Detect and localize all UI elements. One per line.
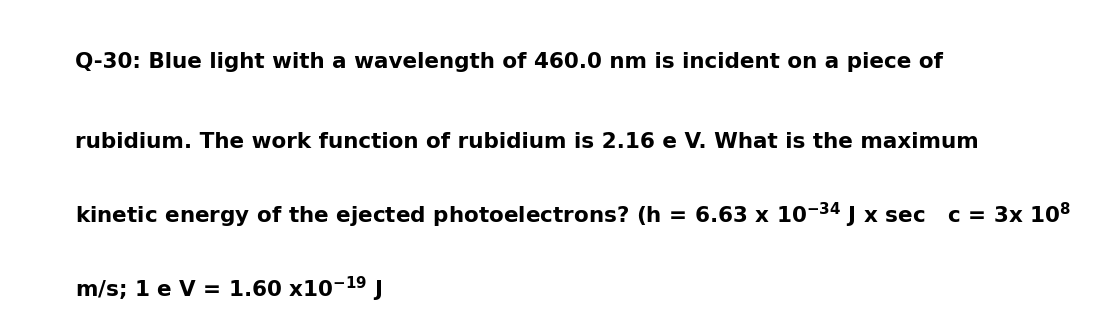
Text: Q-30: Blue light with a wavelength of 460.0 nm is incident on a piece of: Q-30: Blue light with a wavelength of 46… bbox=[75, 52, 943, 72]
Text: m/s; 1 e V = 1.60 x10$\mathbf{^{-19}}$ J: m/s; 1 e V = 1.60 x10$\mathbf{^{-19}}$ J bbox=[75, 274, 382, 304]
Text: rubidium. The work function of rubidium is 2.16 e V. What is the maximum: rubidium. The work function of rubidium … bbox=[75, 132, 978, 152]
Text: kinetic energy of the ejected photoelectrons? (h = 6.63 x 10$\mathbf{^{-34}}$ J : kinetic energy of the ejected photoelect… bbox=[75, 201, 1070, 230]
